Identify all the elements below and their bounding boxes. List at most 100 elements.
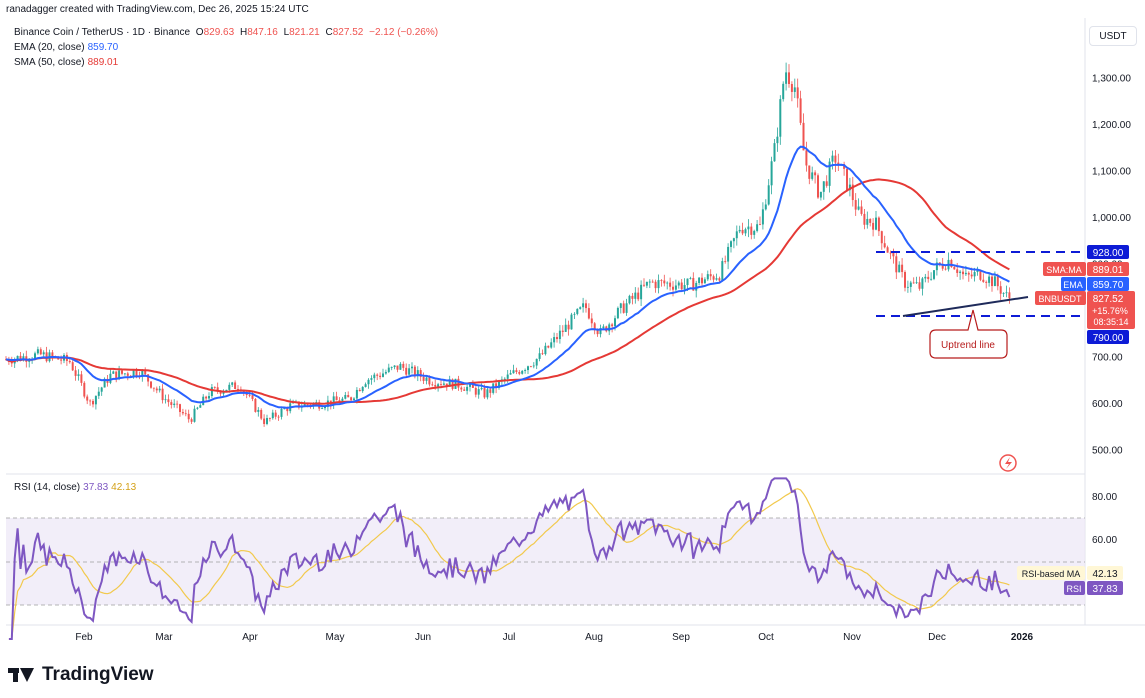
candle-body xyxy=(875,217,877,230)
candle-body xyxy=(590,318,593,324)
symbol-legend[interactable]: Binance Coin / TetherUS · 1D · Binance O… xyxy=(14,27,438,38)
candle-body xyxy=(541,353,544,355)
candle-body xyxy=(442,383,445,385)
lightning-icon[interactable] xyxy=(999,454,1017,472)
candle-body xyxy=(967,272,970,275)
candle-body xyxy=(471,383,474,388)
candle-body xyxy=(695,282,698,291)
candle-body xyxy=(553,337,556,343)
candle-body xyxy=(628,295,631,304)
candle-body xyxy=(184,413,187,415)
candle-body xyxy=(550,342,553,348)
candle-body xyxy=(776,136,779,144)
candle-body xyxy=(416,370,419,377)
candle-body xyxy=(367,379,370,385)
candle-body xyxy=(97,391,100,396)
candle-body xyxy=(912,282,915,284)
price-tick-label: 1,200.00 xyxy=(1092,120,1131,131)
low-value: 821.21 xyxy=(289,27,320,38)
candle-body xyxy=(103,378,106,388)
level-tag-928-text: 928.00 xyxy=(1093,248,1124,259)
time-axis[interactable]: Feb Mar Apr May Jun Jul Aug Sep Oct Nov Dec 2026 xyxy=(75,632,1033,643)
candle-body xyxy=(254,399,257,412)
candle-body xyxy=(358,389,361,392)
currency-button[interactable]: USDT xyxy=(1089,26,1137,46)
sma-legend[interactable]: SMA (50, close) 889.01 xyxy=(14,57,118,68)
tradingview-brand-text: TradingView xyxy=(42,664,154,685)
candle-body xyxy=(271,412,274,419)
candle-body xyxy=(382,373,384,377)
rsi-ma-tag-value: 42.13 xyxy=(1092,569,1117,580)
candle-body xyxy=(979,270,982,280)
candle-body xyxy=(335,396,338,401)
candle-body xyxy=(674,285,677,290)
candle-body xyxy=(848,184,851,191)
candle-body xyxy=(196,407,199,409)
creator-line: ranadagger created with TradingView.com,… xyxy=(6,4,309,15)
candle-body xyxy=(396,365,399,370)
uptrend-line[interactable] xyxy=(902,296,1029,317)
candle-body xyxy=(724,261,727,262)
candle-body xyxy=(927,276,930,280)
rsi-legend[interactable]: RSI (14, close) 37.83 42.13 xyxy=(14,482,136,493)
candle-body xyxy=(909,282,912,287)
candle-body xyxy=(350,397,353,401)
rsi-ma-tag: RSI-based MA 42.13 xyxy=(1017,566,1123,580)
candle-body xyxy=(147,374,150,382)
open-value: 829.63 xyxy=(203,27,235,38)
sma-line xyxy=(5,178,1010,405)
ema-legend[interactable]: EMA (20, close) 859.70 xyxy=(14,42,118,53)
time-tick-label: Apr xyxy=(242,632,258,643)
candle-body xyxy=(663,280,666,284)
candle-body xyxy=(176,403,179,405)
candle-body xyxy=(263,418,266,424)
candle-body xyxy=(150,381,152,388)
candle-body xyxy=(680,282,683,290)
candle-body xyxy=(469,383,471,387)
price-tick-label: 1,300.00 xyxy=(1092,74,1131,85)
candle-body xyxy=(384,371,387,374)
rsi-line xyxy=(8,477,1011,640)
candle-body xyxy=(86,396,89,401)
candle-body xyxy=(373,374,376,379)
rsi-tick-80: 80.00 xyxy=(1092,492,1117,503)
candle-body xyxy=(393,365,396,368)
candle-body xyxy=(834,155,837,163)
candle-body xyxy=(880,231,883,244)
candle-body xyxy=(585,303,587,309)
time-tick-label: Sep xyxy=(672,632,690,643)
candle-body xyxy=(321,408,324,409)
candle-body xyxy=(158,388,161,391)
candle-body xyxy=(886,247,889,253)
uptrend-annotation-text: Uptrend line xyxy=(941,340,995,351)
candle-body xyxy=(814,172,817,176)
candle-body xyxy=(669,282,672,287)
candle-body xyxy=(901,264,904,273)
candle-body xyxy=(411,366,413,369)
candle-body xyxy=(582,303,585,308)
candle-body xyxy=(898,264,901,273)
candle-body xyxy=(132,370,135,377)
candle-body xyxy=(790,84,793,92)
candle-body xyxy=(802,122,805,151)
close-value: 827.52 xyxy=(332,27,364,38)
candle-body xyxy=(817,175,819,198)
candle-body xyxy=(10,361,13,364)
uptrend-annotation-box[interactable] xyxy=(929,309,1008,359)
candle-body xyxy=(657,280,660,289)
candle-body xyxy=(109,373,112,383)
candle-body xyxy=(228,384,231,390)
candle-body xyxy=(706,274,709,280)
last-price-change: +15.76% xyxy=(1092,306,1128,316)
tradingview-logo[interactable]: TradingView xyxy=(8,664,154,686)
candle-body xyxy=(225,389,228,392)
candle-body xyxy=(135,370,138,376)
candle-body xyxy=(280,408,283,417)
candle-body xyxy=(466,386,469,391)
time-tick-label: Mar xyxy=(155,632,173,643)
candle-body xyxy=(297,401,300,408)
price-tick-label: 1,100.00 xyxy=(1092,167,1131,178)
price-tick-label: 700.00 xyxy=(1092,353,1123,364)
ema-tag-label: EMA xyxy=(1063,280,1083,290)
